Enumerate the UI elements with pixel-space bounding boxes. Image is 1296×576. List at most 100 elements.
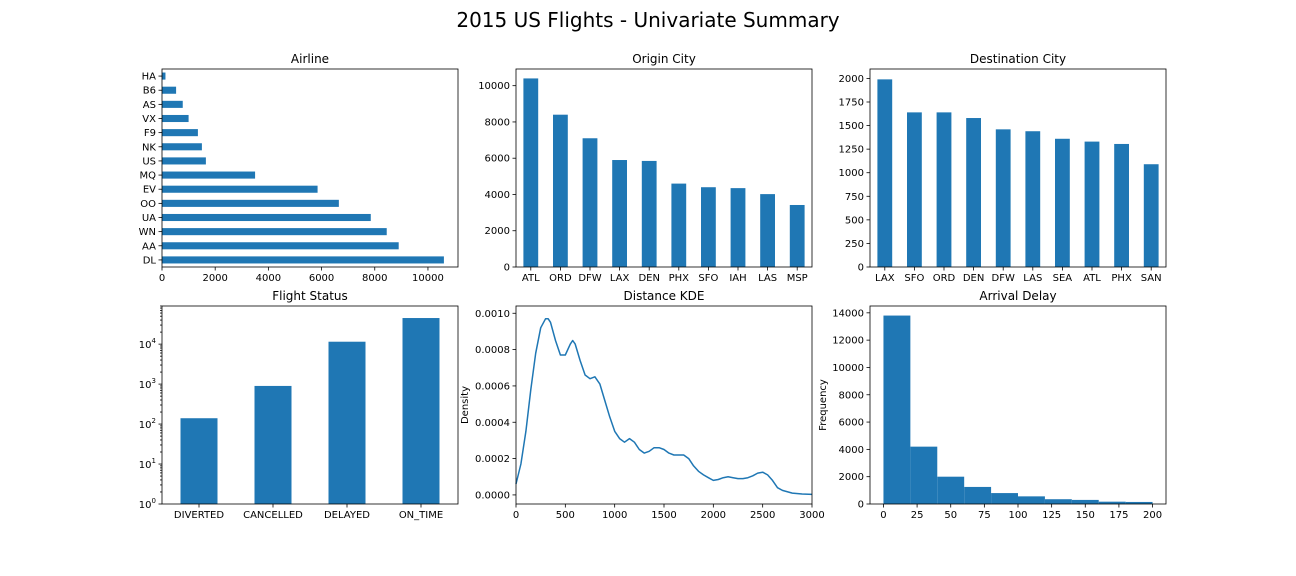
destination-city-ytick-label: 1500 (839, 121, 864, 132)
flight-status-ytick-label: 101 (139, 457, 156, 471)
origin-city-ytick-label: 8000 (485, 117, 510, 128)
origin-city-ytick-label: 0 (504, 263, 510, 274)
origin-city-xtick-label: LAX (610, 273, 630, 284)
destination-city-xtick-label: SEA (1053, 273, 1073, 284)
origin-city-xtick-label: DEN (638, 273, 660, 284)
distance-kde-frame (515, 305, 813, 505)
destination-city-ytick-label: 1000 (839, 168, 864, 179)
airline-chart: Airline DL AA WN UA OO EV MQ US NK F9 VX AS B6 HA 0 200… (139, 52, 459, 284)
airline-bar (162, 256, 444, 264)
distance-kde-ytick-label: 0.0000 (475, 490, 510, 501)
origin-city-ytick-label: 4000 (485, 190, 510, 201)
origin-city-bar (789, 204, 805, 267)
destination-city-xtick-label: ORD (933, 273, 956, 284)
distance-kde-ytick-label: 0.0002 (475, 454, 510, 465)
flight-status-ytick-label: 100 (139, 497, 156, 511)
destination-city-ytick-label: 0 (858, 263, 864, 274)
arrival-delay-chart: Arrival Delay Frequency 0200040006000800… (818, 289, 1167, 521)
airline-ytick-label: US (142, 156, 156, 167)
airline-bar (162, 199, 339, 207)
distance-kde-xtick-label: 1500 (651, 510, 676, 521)
airline-ytick-label: NK (142, 142, 156, 153)
airline-ytick-label: DL (143, 255, 157, 266)
airline-ytick-label: MQ (140, 171, 157, 182)
destination-city-xtick-label: LAS (1023, 273, 1042, 284)
airline-bar (162, 171, 256, 179)
origin-city-bar (760, 194, 775, 267)
airline-bar (162, 228, 387, 236)
distance-kde-xtick-label: 3000 (799, 510, 824, 521)
distance-kde-xtick-label: 0 (513, 510, 519, 521)
origin-city-xtick-label: ATL (522, 273, 540, 284)
flight-status-chart: Flight Status DIVERTED CANCELLED DELAYED ON… (139, 289, 459, 521)
destination-city-bar (877, 79, 893, 267)
origin-city-bar (701, 187, 716, 267)
arrival-delay-xtick-label: 25 (911, 510, 924, 521)
arrival-delay-ytick-label: 8000 (839, 390, 864, 401)
arrival-delay-bar (937, 476, 965, 504)
origin-city-chart: Origin City ATL ORD DFW LAX DEN PHX SFO IAH LAS M… (478, 52, 813, 284)
airline-bar (162, 185, 318, 193)
flight-status-bar (254, 385, 292, 504)
airline-ytick-label: B6 (143, 86, 156, 97)
origin-city-bar (523, 78, 539, 267)
distance-kde-xtick-label: 2500 (750, 510, 775, 521)
origin-city-xtick-label: MSP (787, 273, 808, 284)
origin-city-xtick-label: SFO (698, 273, 718, 284)
flight-status-xtick-label: ON_TIME (399, 510, 443, 521)
arrival-delay-xtick-label: 75 (978, 510, 991, 521)
origin-city-ytick-label: 10000 (478, 81, 510, 92)
airline-frame (161, 68, 459, 268)
airline-xtick-label: 2000 (202, 273, 227, 284)
origin-city-bar (730, 188, 746, 267)
airline-ytick-label: EV (143, 185, 156, 196)
distance-kde-chart: Distance KDE Density 0.0000 0.0002 0.0004 0… (460, 289, 825, 521)
destination-city-ytick-label: 750 (845, 192, 864, 203)
airline-xtick-label: 0 (159, 273, 165, 284)
origin-city-chart-title: Origin City (632, 52, 696, 66)
distance-kde-chart-title: Distance KDE (624, 289, 705, 303)
distance-kde-xtick-label: 2000 (701, 510, 726, 521)
destination-city-bar (1084, 141, 1100, 267)
arrival-delay-bar (883, 315, 911, 504)
origin-city-xtick-label: LAS (758, 273, 777, 284)
airline-ytick-label: UA (142, 213, 156, 224)
airline-ytick-label: VX (142, 114, 156, 125)
flight-status-xtick-label: CANCELLED (243, 510, 303, 521)
arrival-delay-xtick-label: 150 (1076, 510, 1095, 521)
destination-city-ytick-label: 250 (845, 239, 864, 250)
destination-city-bar (1114, 143, 1129, 267)
destination-city-xtick-label: DFW (992, 273, 1015, 284)
destination-city-bar (966, 118, 981, 268)
destination-city-frame (869, 68, 1167, 268)
flight-status-ytick-label: 103 (139, 377, 156, 391)
flight-status-xtick-label: DELAYED (324, 510, 370, 521)
airline-ytick-label: AS (143, 100, 156, 111)
flight-status-bar (180, 418, 218, 504)
arrival-delay-bar (1071, 499, 1099, 504)
arrival-delay-xtick-label: 0 (880, 510, 886, 521)
origin-city-xtick-label: DFW (578, 273, 601, 284)
origin-city-ytick-label: 2000 (485, 226, 510, 237)
origin-city-bar (671, 183, 687, 267)
destination-city-ytick-label: 1250 (839, 145, 864, 156)
destination-city-bar (1055, 138, 1070, 267)
arrival-delay-bar (910, 446, 938, 504)
destination-city-ytick-label: 2000 (839, 74, 864, 85)
flight-status-ytick-label: 104 (139, 337, 157, 351)
arrival-delay-bar (964, 486, 992, 504)
arrival-delay-xtick-label: 175 (1109, 510, 1128, 521)
arrival-delay-xtick-label: 50 (944, 510, 957, 521)
destination-city-bar (995, 129, 1011, 267)
arrival-delay-xtick-label: 200 (1143, 510, 1162, 521)
distance-kde-ylabel: Density (460, 386, 471, 424)
airline-bar (162, 114, 189, 123)
flight-status-xtick-label: DIVERTED (174, 510, 224, 521)
arrival-delay-ytick-label: 0 (858, 500, 864, 511)
airline-bar (162, 72, 166, 80)
destination-city-ytick-label: 1750 (839, 98, 864, 109)
origin-city-bar (641, 160, 657, 267)
arrival-delay-bar (1044, 499, 1072, 504)
arrival-delay-ytick-label: 6000 (839, 418, 864, 429)
distance-kde-ytick-label: 0.0004 (475, 418, 510, 429)
